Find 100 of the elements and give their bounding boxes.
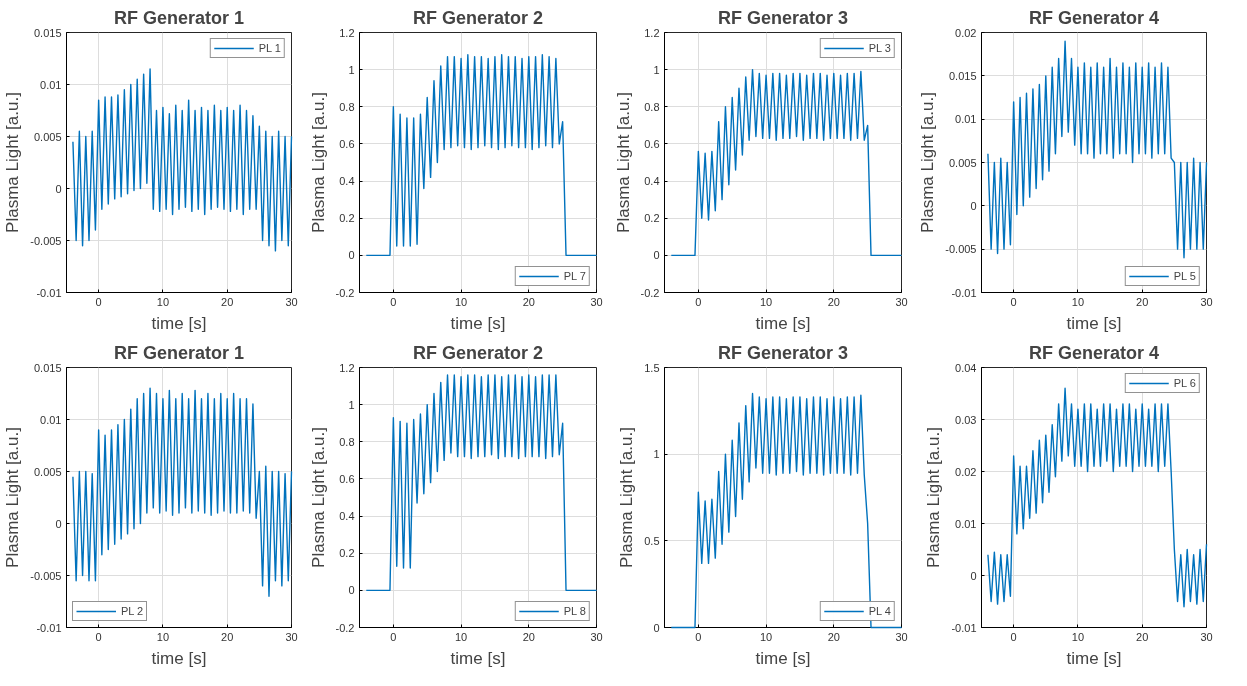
x-tick-label: 10 [156, 630, 170, 643]
y-tick-label: 1.2 [644, 26, 660, 39]
y-tick-label: 1 [653, 63, 660, 76]
x-axis-title: time [s] [151, 313, 207, 333]
y-tick-label: -0.2 [640, 286, 660, 299]
y-tick-label: 0.01 [40, 78, 62, 91]
x-tick-label: 0 [95, 295, 102, 308]
x-tick-label: 20 [522, 630, 535, 643]
y-axis-title: Plasma Light [a.u.] [924, 427, 944, 568]
y-axis-title: Plasma Light [a.u.] [613, 92, 633, 233]
x-tick-label: 30 [285, 295, 298, 308]
y-tick-label: 0.4 [644, 175, 660, 188]
y-tick-label: 0 [55, 517, 62, 530]
x-tick-label: 30 [590, 295, 603, 308]
x-tick-label: 10 [454, 630, 468, 643]
y-tick-label: -0.005 [30, 234, 62, 247]
chart-title: RF Generator 3 [717, 7, 849, 28]
x-tick-label: 30 [895, 630, 908, 643]
y-tick-label: 0.6 [339, 137, 355, 150]
y-tick-label: 1 [348, 398, 355, 411]
y-tick-label: 0.015 [33, 26, 62, 39]
x-tick-label: 20 [1136, 630, 1149, 643]
chart-title: RF Generator 1 [113, 342, 245, 363]
y-tick-label: 0.015 [33, 361, 62, 374]
y-tick-label: 0.6 [644, 137, 660, 150]
y-tick-label: 1.2 [339, 26, 355, 39]
legend-label: PL 7 [563, 270, 586, 282]
x-axis-title: time [s] [755, 648, 811, 668]
y-tick-label: 0.01 [955, 517, 977, 530]
y-tick-label: 0.03 [955, 413, 977, 426]
x-tick-label: 30 [590, 630, 603, 643]
x-tick-label: 0 [1010, 630, 1017, 643]
x-tick-label: 20 [1136, 295, 1149, 308]
y-tick-label: -0.2 [335, 621, 355, 634]
x-tick-label: 0 [695, 630, 702, 643]
chart-title: RF Generator 1 [113, 7, 245, 28]
y-axis-title: Plasma Light [a.u.] [918, 92, 938, 233]
x-tick-label: 20 [221, 630, 234, 643]
y-tick-label: 1 [348, 63, 355, 76]
y-tick-label: -0.005 [945, 243, 977, 256]
y-tick-label: -0.01 [36, 621, 62, 634]
x-tick-label: 10 [1071, 630, 1085, 643]
series-label: PL 6 [1173, 377, 1196, 389]
x-axis-title: time [s] [1066, 313, 1122, 333]
y-tick-label: 0.4 [339, 175, 355, 188]
x-tick-label: 30 [1200, 295, 1213, 308]
chart-title: RF Generator 2 [412, 342, 544, 363]
x-tick-label: 20 [221, 295, 234, 308]
y-tick-label: 0 [653, 249, 660, 262]
x-tick-label: 0 [95, 630, 102, 643]
y-tick-label: 0 [55, 182, 62, 195]
y-axis-title: Plasma Light [a.u.] [308, 427, 328, 568]
chart-title: RF Generator 2 [412, 7, 544, 28]
x-tick-label: 10 [759, 630, 773, 643]
x-tick-label: 20 [522, 295, 535, 308]
y-tick-label: 0 [348, 249, 355, 262]
y-tick-label: -0.005 [30, 569, 62, 582]
y-axis-title: Plasma Light [a.u.] [3, 427, 23, 568]
y-tick-label: 0.8 [644, 100, 660, 113]
x-tick-label: 0 [1010, 295, 1017, 308]
y-tick-label: 0.04 [955, 361, 977, 374]
y-tick-label: 0 [970, 569, 977, 582]
y-tick-label: -0.01 [951, 621, 977, 634]
y-tick-label: 0.2 [339, 212, 355, 225]
x-axis-title: time [s] [755, 313, 811, 333]
x-axis-title: time [s] [450, 648, 506, 668]
legend-label: PL 5 [1173, 270, 1196, 282]
y-tick-label: 0.02 [955, 465, 977, 478]
y-axis-title: Plasma Light [a.u.] [308, 92, 328, 233]
legend-label: PL 3 [868, 42, 891, 54]
x-tick-label: 30 [1200, 630, 1213, 643]
y-tick-label: 0.005 [33, 465, 62, 478]
y-tick-label: -0.01 [36, 286, 62, 299]
y-tick-label: 0 [970, 199, 977, 212]
x-tick-label: 0 [695, 295, 702, 308]
x-axis-title: time [s] [1066, 648, 1122, 668]
y-tick-label: 0.2 [339, 547, 355, 560]
y-tick-label: 0.005 [33, 130, 62, 143]
x-tick-label: 10 [454, 295, 468, 308]
x-tick-label: 30 [285, 630, 298, 643]
y-tick-label: 0.01 [40, 413, 62, 426]
y-tick-label: 0.01 [955, 113, 977, 126]
x-tick-label: 20 [827, 630, 840, 643]
y-tick-label: 1 [653, 448, 660, 461]
chart-title: RF Generator 4 [1028, 342, 1160, 363]
y-axis-title: Plasma Light [a.u.] [3, 92, 23, 233]
x-tick-label: 0 [390, 630, 397, 643]
y-tick-label: 0.8 [339, 435, 355, 448]
y-tick-label: 0.5 [644, 534, 660, 547]
y-tick-label: 0 [653, 621, 660, 634]
x-axis-title: time [s] [450, 313, 506, 333]
y-tick-label: -0.01 [951, 286, 977, 299]
x-tick-label: 10 [1071, 295, 1085, 308]
y-tick-label: 0.2 [644, 212, 660, 225]
legend-label: PL 8 [563, 605, 586, 617]
y-tick-label: 0.8 [339, 100, 355, 113]
legend-label: PL 2 [121, 605, 144, 617]
chart-title: RF Generator 4 [1028, 7, 1160, 28]
y-tick-label: 1.5 [644, 361, 660, 374]
chart-title: RF Generator 3 [717, 342, 849, 363]
